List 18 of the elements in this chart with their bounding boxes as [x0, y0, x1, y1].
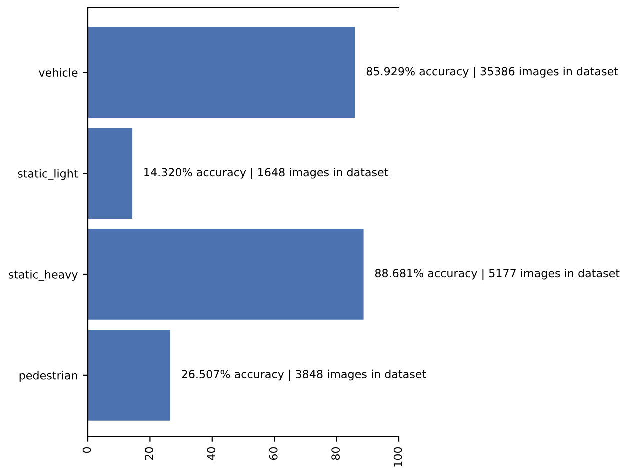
y-tick-label: pedestrian [20, 371, 78, 382]
bar [88, 229, 364, 320]
bar [88, 330, 170, 421]
bar [88, 128, 133, 219]
bar [88, 27, 356, 118]
x-tick-label: 0 [82, 447, 92, 454]
data-label: 14.320% accuracy | 1648 images in dataset [144, 168, 388, 180]
y-tick-label: static_light [18, 169, 78, 180]
x-tick-label: 100 [394, 447, 402, 467]
data-label: 88.681% accuracy | 5177 images in dataset [375, 268, 620, 280]
y-tick-label: static_heavy [8, 270, 78, 282]
y-tick-label: vehicle [39, 68, 78, 77]
x-tick-label: 60 [269, 447, 278, 460]
x-tick-label: 40 [207, 447, 216, 460]
data-label: 85.929% accuracy | 35386 images in dataset [366, 67, 618, 78]
x-tick-label: 80 [332, 447, 340, 460]
data-label: 26.507% accuracy | 3848 images in dataset [182, 370, 426, 381]
x-tick-label: 20 [145, 447, 154, 460]
